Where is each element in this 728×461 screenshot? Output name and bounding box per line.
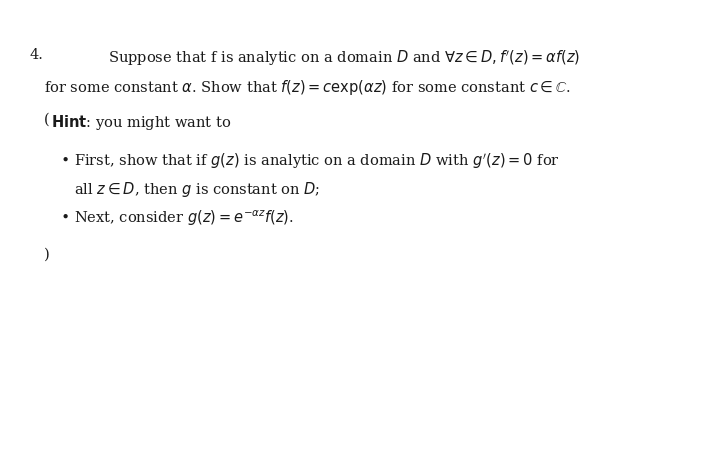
- Text: for some constant $\alpha$. Show that $f(z) = c\exp(\alpha z)$ for some constant: for some constant $\alpha$. Show that $f…: [44, 78, 571, 97]
- Text: all $z \in D$, then $g$ is constant on $D$;: all $z \in D$, then $g$ is constant on $…: [74, 180, 320, 199]
- Text: First, show that if $g(z)$ is analytic on a domain $D$ with $g'(z) = 0$ for: First, show that if $g(z)$ is analytic o…: [74, 151, 559, 171]
- Text: 4.: 4.: [29, 48, 43, 62]
- Text: $\mathbf{Hint}$: you might want to: $\mathbf{Hint}$: you might want to: [51, 113, 232, 132]
- Text: Next, consider $g(z) = e^{-\alpha z} f(z)$.: Next, consider $g(z) = e^{-\alpha z} f(z…: [74, 208, 293, 228]
- Text: $\bullet$: $\bullet$: [60, 151, 68, 165]
- Text: Suppose that f is analytic on a domain $D$ and $\forall z \in D, f'(z) = \alpha : Suppose that f is analytic on a domain $…: [108, 48, 580, 68]
- Text: (: (: [44, 113, 50, 127]
- Text: ): ): [44, 248, 50, 262]
- Text: $\bullet$: $\bullet$: [60, 208, 68, 222]
